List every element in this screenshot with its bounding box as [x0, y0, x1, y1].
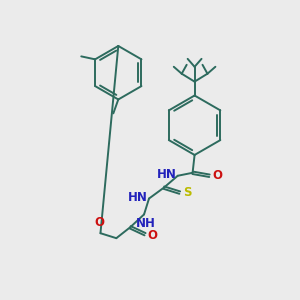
- Text: O: O: [94, 216, 104, 229]
- Text: S: S: [183, 186, 191, 199]
- Text: O: O: [212, 169, 222, 182]
- Text: O: O: [147, 229, 157, 242]
- Text: HN: HN: [157, 168, 177, 181]
- Text: NH: NH: [136, 218, 156, 230]
- Text: HN: HN: [128, 191, 148, 204]
